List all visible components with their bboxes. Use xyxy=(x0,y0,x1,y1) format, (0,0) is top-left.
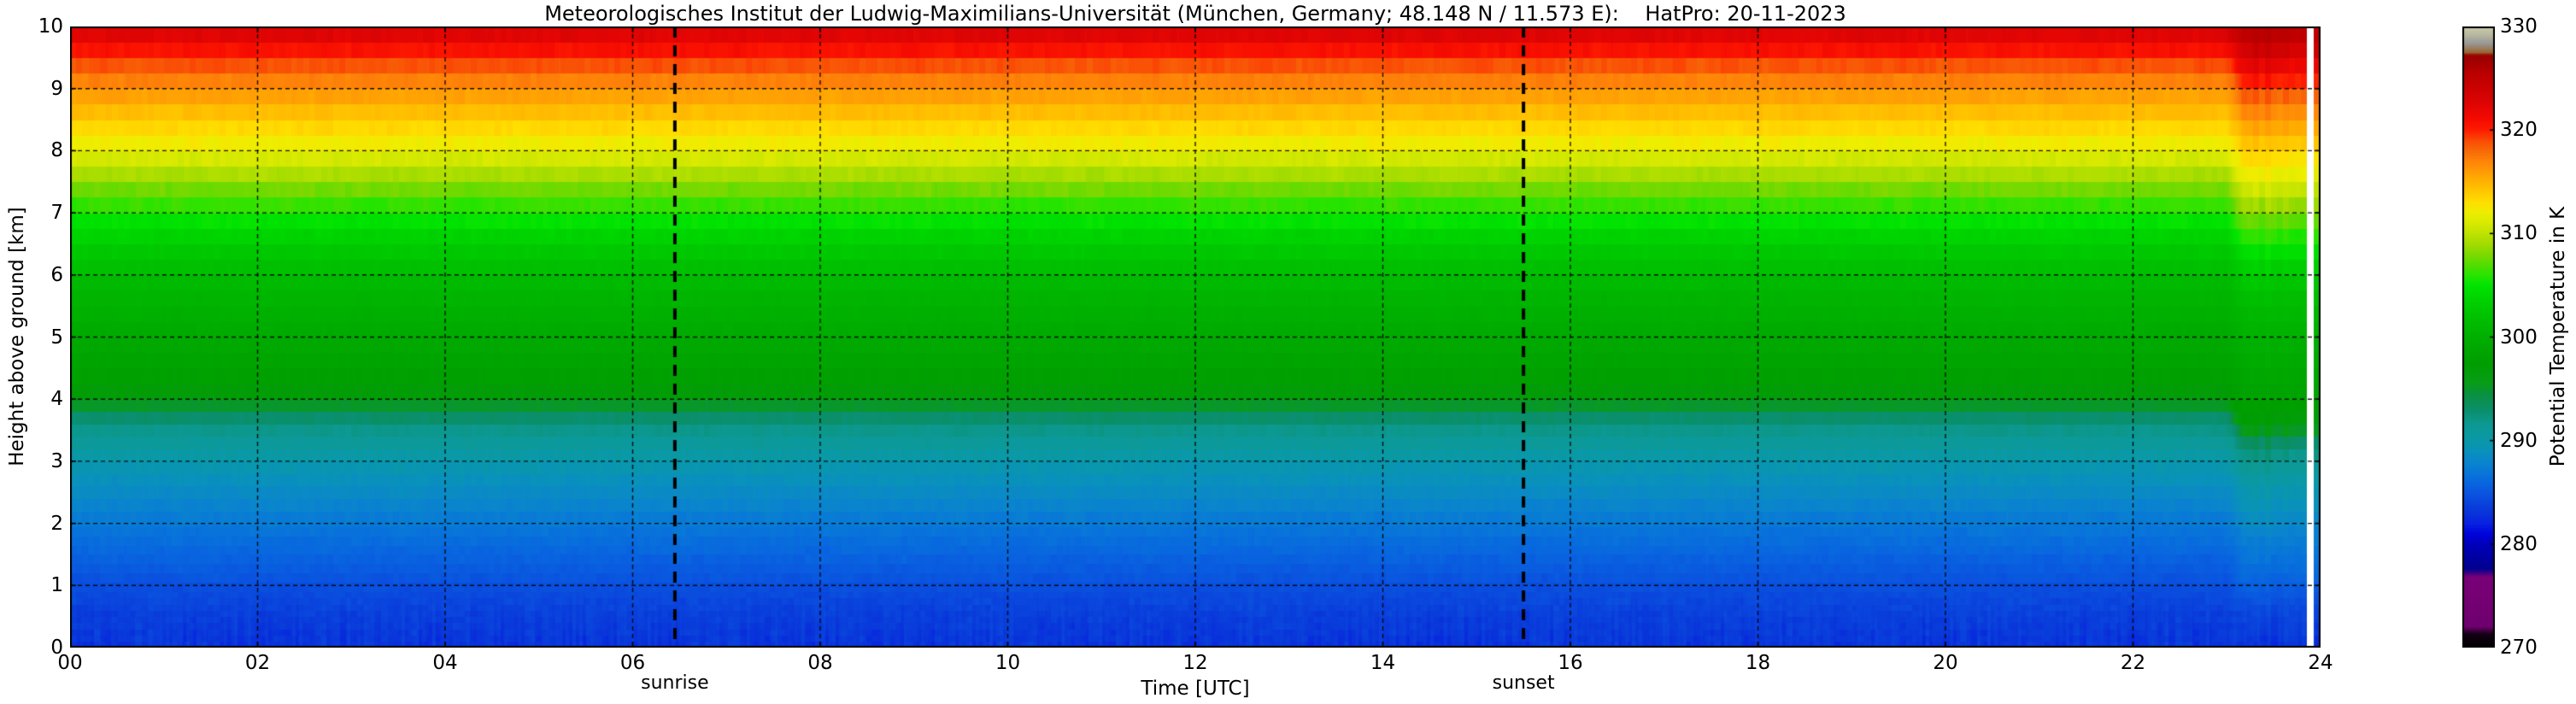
y-tick-label: 10 xyxy=(38,15,63,38)
x-tick-label: 14 xyxy=(1370,652,1396,674)
x-tick-label: 04 xyxy=(432,652,458,674)
colorbar-tick-label: 280 xyxy=(2500,532,2538,555)
colorbar-label: Potential Temperature in K xyxy=(2547,206,2569,467)
colorbar-tick-label: 290 xyxy=(2500,429,2538,452)
colorbar xyxy=(2462,26,2495,648)
x-tick-label: 12 xyxy=(1182,652,1208,674)
colorbar-tick-label: 330 xyxy=(2500,15,2538,38)
y-tick-label: 0 xyxy=(50,637,63,659)
y-tick-label: 4 xyxy=(50,388,63,411)
colorbar-tick-label: 270 xyxy=(2500,637,2538,659)
y-tick-label: 3 xyxy=(50,449,63,472)
x-tick-label: 18 xyxy=(1745,652,1771,674)
x-tick-label: 10 xyxy=(995,652,1021,674)
y-tick-label: 8 xyxy=(50,139,63,162)
x-tick-label: 24 xyxy=(2308,652,2333,674)
sunrise-annotation: sunrise xyxy=(641,672,709,694)
x-tick-label: 02 xyxy=(244,652,271,674)
x-tick-label: 00 xyxy=(57,652,83,674)
y-tick-label: 9 xyxy=(50,77,63,100)
x-tick-label: 08 xyxy=(807,652,833,674)
y-tick-label: 5 xyxy=(50,326,63,349)
x-tick-label: 06 xyxy=(619,652,646,674)
x-axis-label: Time [UTC] xyxy=(1141,678,1250,700)
x-tick-label: 22 xyxy=(2120,652,2146,674)
x-tick-label: 20 xyxy=(1933,652,1958,674)
heatmap-plot xyxy=(70,26,2321,648)
chart-title: Meteorologisches Institut der Ludwig-Max… xyxy=(544,2,1846,26)
colorbar-tick-label: 310 xyxy=(2500,222,2538,245)
sunset-annotation: sunset xyxy=(1492,672,1555,694)
y-tick-label: 2 xyxy=(50,512,63,535)
colorbar-tick-label: 300 xyxy=(2500,326,2538,349)
x-tick-label: 16 xyxy=(1558,652,1583,674)
y-tick-label: 1 xyxy=(50,574,63,597)
colorbar-tick-label: 320 xyxy=(2500,119,2538,142)
y-tick-label: 6 xyxy=(50,263,63,286)
y-tick-label: 7 xyxy=(50,202,63,225)
